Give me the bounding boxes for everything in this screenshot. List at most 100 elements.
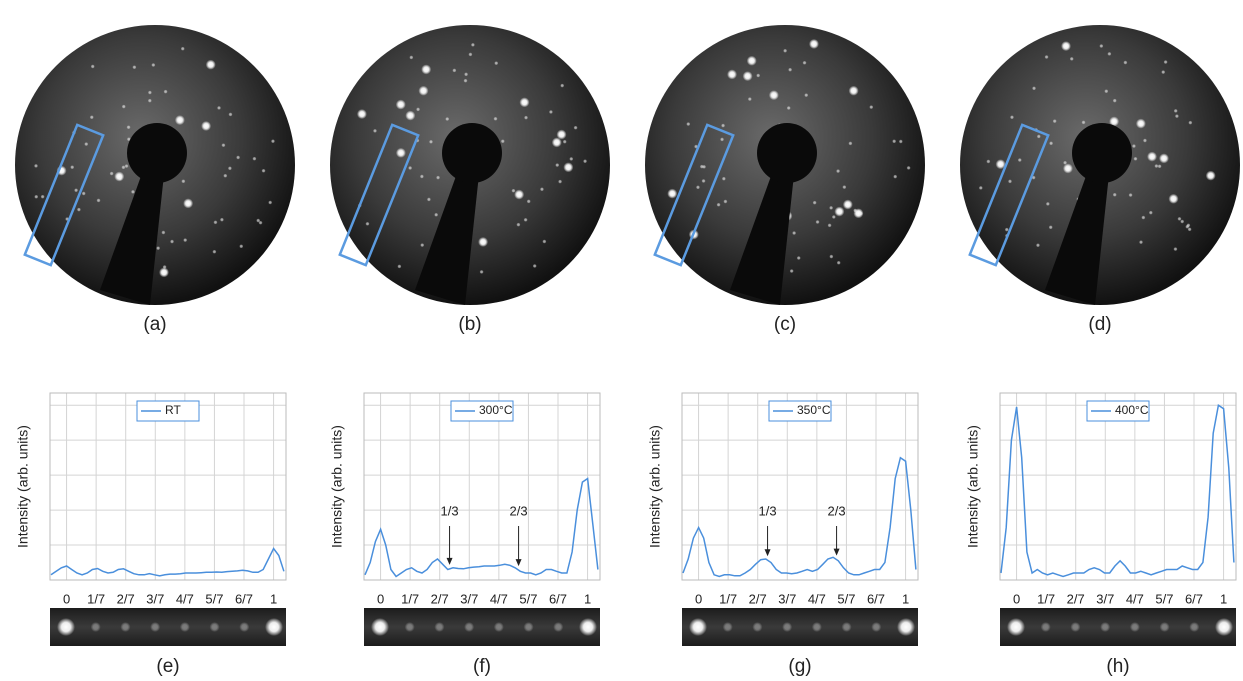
y-axis-label: Intensity (arb. units)	[965, 425, 981, 548]
strip-spot	[897, 618, 915, 636]
spot	[239, 244, 244, 249]
strip-spot	[782, 622, 793, 632]
spot	[829, 254, 834, 259]
spot	[523, 217, 528, 222]
spot	[848, 85, 859, 96]
spot	[796, 255, 801, 260]
spot	[1163, 60, 1168, 65]
y-axis-label: Intensity (arb. units)	[15, 425, 31, 548]
spot	[213, 220, 218, 225]
strip-spot	[179, 622, 190, 632]
arrow-head	[515, 559, 522, 567]
spot	[268, 200, 273, 205]
spot	[1045, 201, 1050, 206]
spot	[831, 214, 836, 219]
spot	[163, 89, 168, 94]
spot	[834, 206, 845, 217]
x-tick-label: 1/7	[401, 591, 419, 606]
spot	[33, 163, 38, 168]
leed-image	[645, 25, 925, 305]
spot	[1180, 219, 1185, 224]
spot	[40, 194, 45, 199]
spot	[147, 90, 152, 95]
panel-label: (a)	[143, 314, 166, 335]
spot	[526, 199, 531, 204]
spot	[464, 72, 469, 77]
profile-line	[1000, 403, 1235, 578]
spot	[395, 147, 406, 158]
spot	[156, 246, 161, 251]
spot	[756, 73, 761, 78]
x-tick-label: 1	[1220, 591, 1227, 606]
spot	[479, 269, 484, 274]
spot	[90, 64, 95, 69]
spot	[804, 93, 809, 98]
spot	[183, 238, 188, 243]
spot	[252, 156, 257, 161]
spot	[1049, 141, 1054, 146]
spot	[1187, 227, 1192, 232]
legend-label: RT	[165, 403, 181, 417]
spot	[836, 260, 841, 265]
spot	[170, 239, 175, 244]
strip-spot	[871, 622, 882, 632]
plot-frame	[363, 392, 601, 581]
strip-spot	[404, 622, 415, 632]
spot	[792, 231, 797, 236]
arrow-head	[764, 549, 771, 557]
spot	[747, 97, 752, 102]
strip-spot	[841, 622, 852, 632]
strip-spot	[689, 618, 707, 636]
spot	[1107, 51, 1112, 56]
spot	[419, 174, 424, 179]
spot	[161, 230, 166, 235]
spot	[1035, 243, 1040, 248]
spot	[356, 109, 367, 120]
spot	[768, 90, 779, 101]
strip-spot	[1159, 622, 1170, 632]
spot	[118, 176, 123, 181]
spot	[1123, 60, 1128, 65]
gun	[1072, 123, 1132, 183]
plot-frame	[49, 392, 287, 581]
spot	[539, 187, 544, 192]
spot	[1112, 98, 1117, 103]
spot	[1141, 215, 1146, 220]
spot	[548, 109, 553, 114]
spot	[89, 115, 94, 120]
x-tick-label: 2/7	[1067, 591, 1085, 606]
spot	[727, 69, 738, 80]
spot	[986, 159, 991, 164]
strip-spot	[1215, 618, 1233, 636]
spot	[1061, 41, 1072, 52]
panel-label: (f)	[473, 656, 491, 677]
spot	[219, 217, 224, 222]
spot	[1112, 192, 1117, 197]
spot	[1007, 179, 1012, 184]
spot	[372, 128, 377, 133]
spot	[583, 159, 588, 164]
spot	[270, 139, 275, 144]
spot	[562, 139, 567, 144]
x-tick-label: 6/7	[549, 591, 567, 606]
spot	[1133, 156, 1138, 161]
spot	[1173, 108, 1178, 113]
spot	[746, 55, 757, 66]
spot	[721, 123, 726, 128]
leed-image	[330, 25, 610, 305]
strip-spot	[57, 618, 75, 636]
spot	[869, 105, 874, 110]
spot	[1099, 44, 1104, 49]
holder	[100, 165, 165, 305]
spot	[1131, 144, 1136, 149]
spot	[1036, 134, 1041, 139]
strip-spot	[120, 622, 131, 632]
spot	[898, 139, 903, 144]
spot	[468, 52, 473, 57]
annotation: 2/3	[828, 503, 846, 518]
spot	[470, 42, 475, 47]
spot	[1032, 86, 1037, 91]
spot	[519, 97, 530, 108]
spot	[1139, 240, 1144, 245]
spot	[742, 71, 753, 82]
